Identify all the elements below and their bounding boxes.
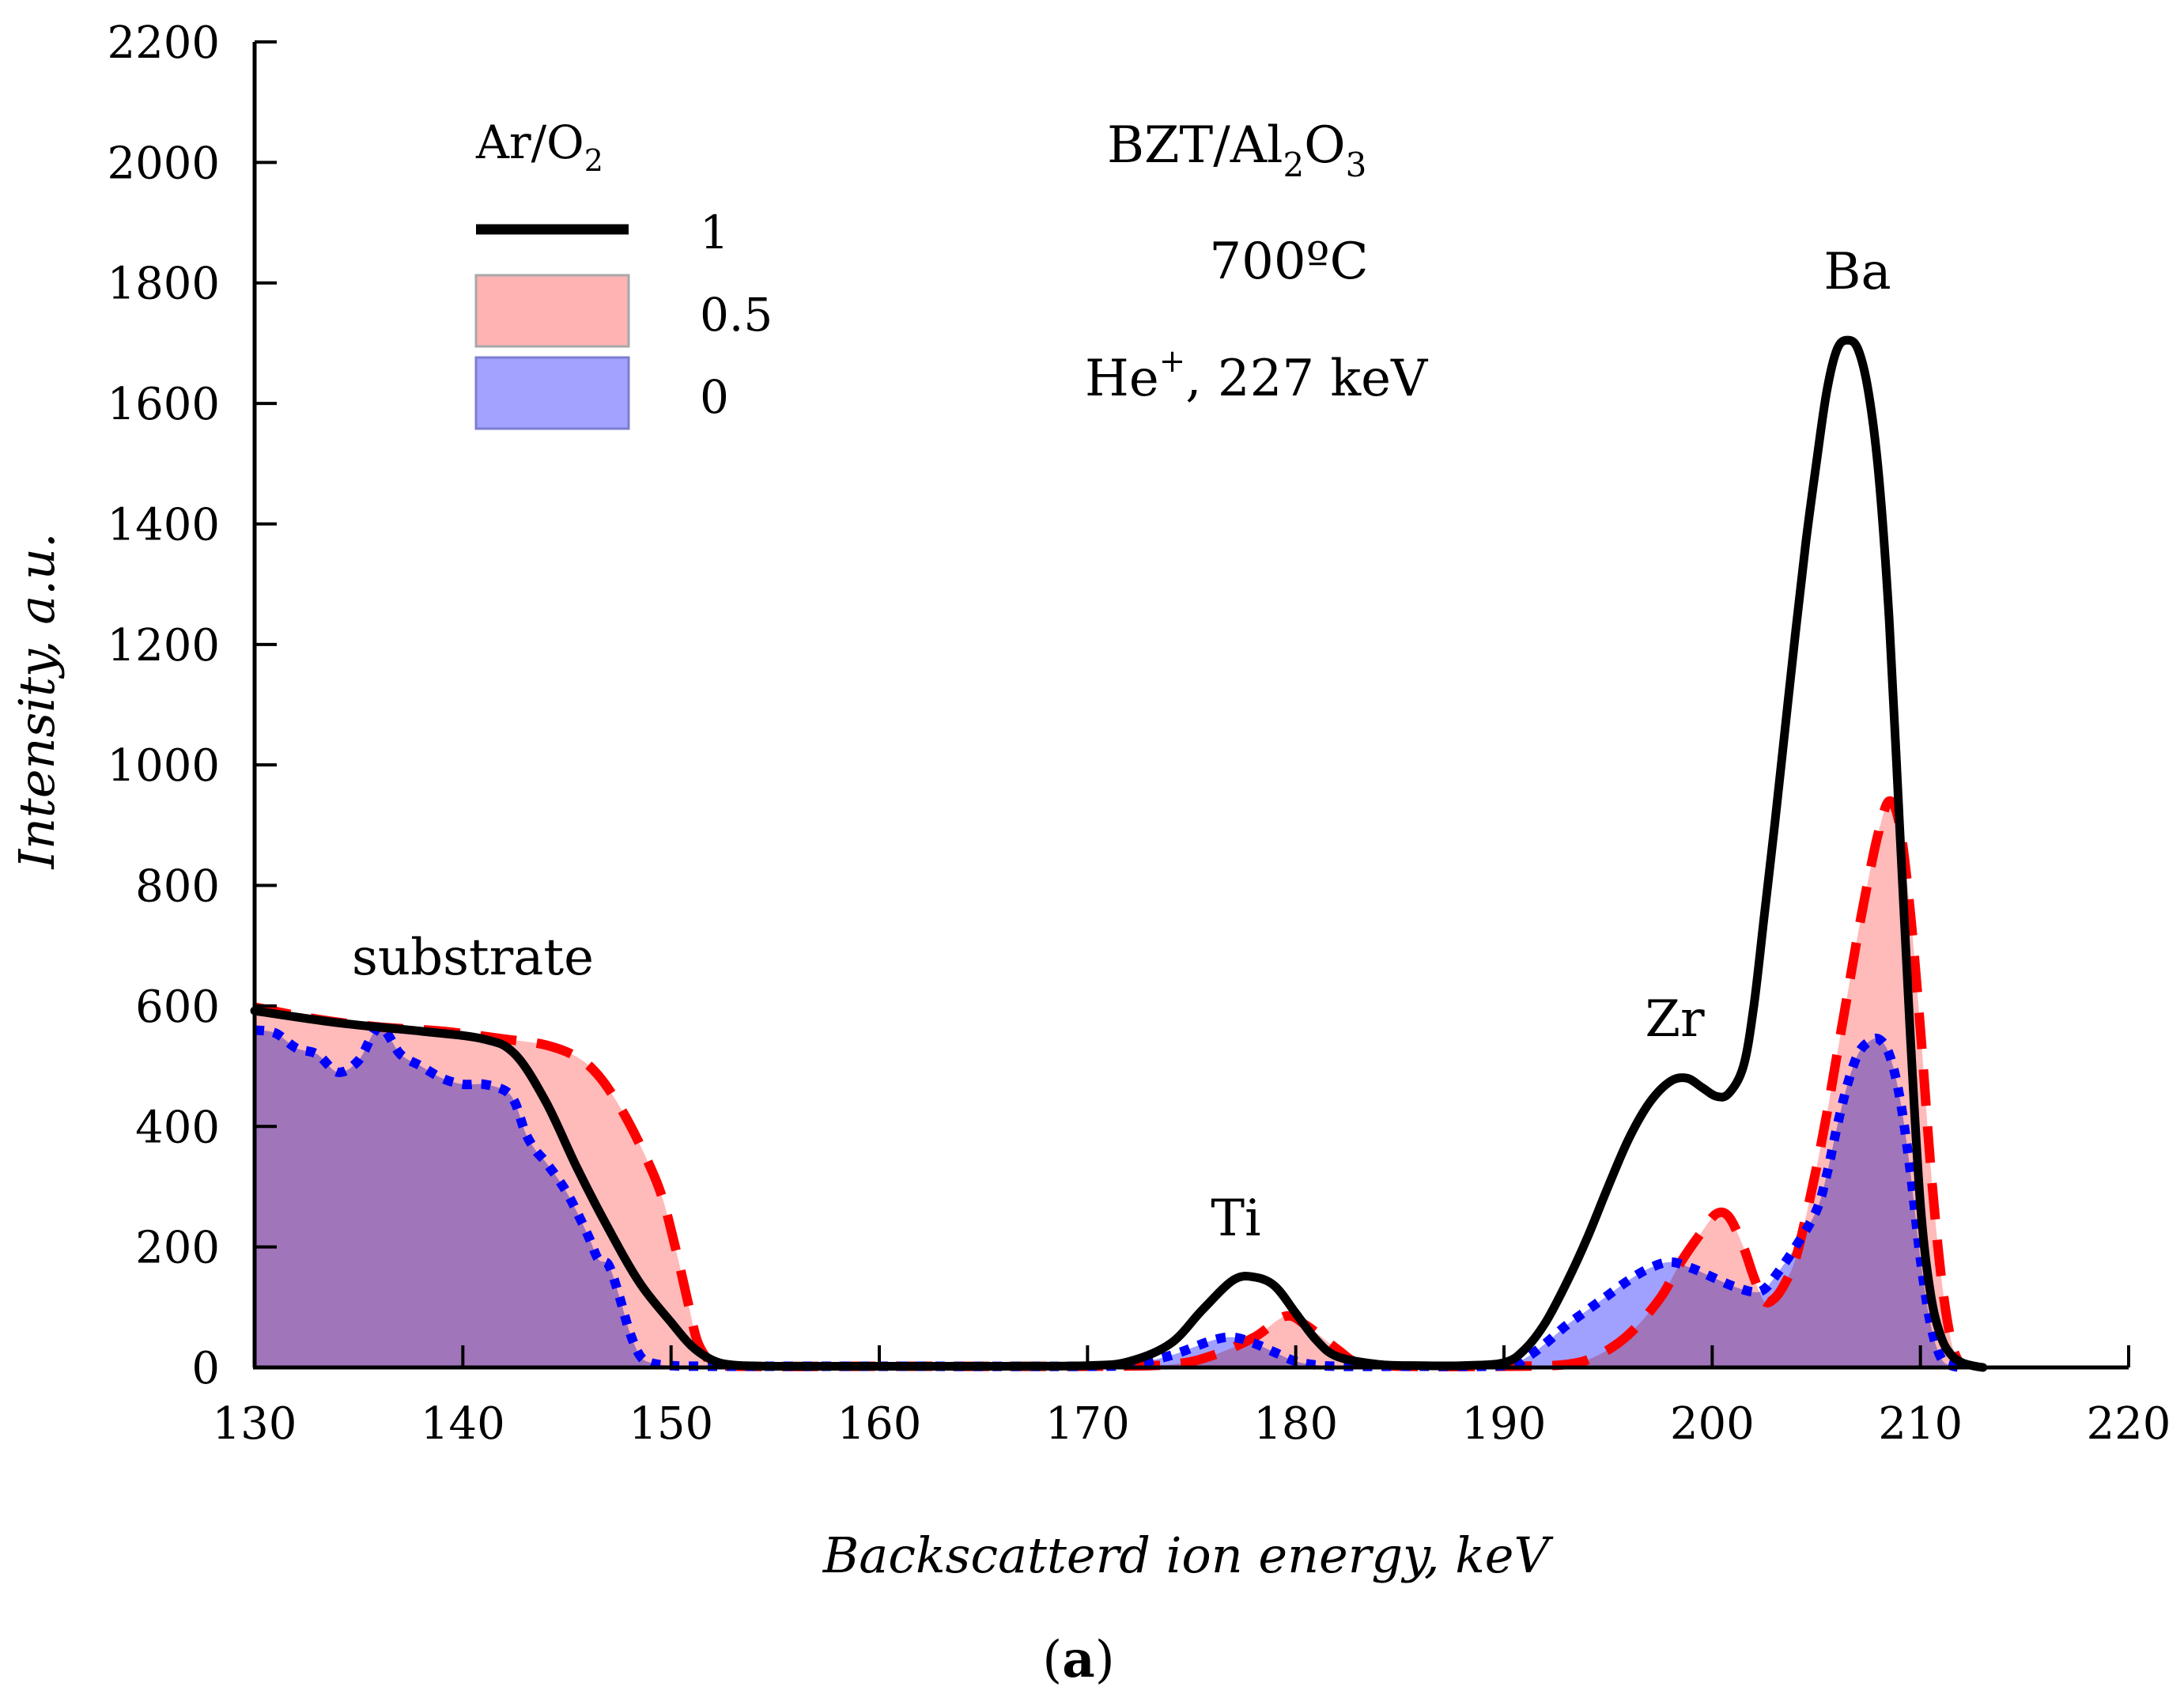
x-tick-label: 140 [421,1398,505,1450]
area-fill-0 [255,1027,1963,1367]
y-tick-label: 1200 [107,620,220,671]
ti-peak-label: Ti [1211,1190,1260,1248]
sample-sub-1: 2 [1283,146,1304,184]
y-tick-label: 1800 [107,259,220,310]
y-tick-label: 1400 [107,499,220,550]
x-tick-label: 210 [1878,1398,1963,1450]
area-fills [255,800,1963,1367]
y-tick-label: 400 [135,1102,220,1153]
series-line-0 [254,1022,1963,1372]
x-tick-label: 160 [837,1398,922,1450]
legend-label-0: 0 [700,370,729,424]
ion-label: He+, 227 keV [1085,343,1429,408]
legend-label-1: 1 [700,206,729,259]
series-line-1 [250,335,1988,1372]
y-tick-label: 2000 [107,138,220,189]
x-tick-label: 130 [213,1398,297,1450]
y-tick-label: 2200 [107,17,220,69]
x-tick-label: 150 [629,1398,713,1450]
axes: 130 140 150 160 170 180 190 200 210 220 020040060… [107,17,2171,1450]
x-tick-label: 170 [1045,1398,1130,1450]
x-ticks: 130 140 150 160 170 180 190 200 210 220 [213,1345,2171,1450]
y-tick-label: 1600 [107,379,220,430]
series-lines [250,335,1988,1372]
sample-sub-2: 3 [1346,146,1367,184]
ba-peak-label: Ba [1823,243,1891,301]
y-ticks: 0 200 400 600 800 1000 1200 1400 1600 1800 2000 220… [107,17,277,1394]
legend-title: Ar/O2 [475,115,603,178]
x-tick-label: 200 [1670,1398,1755,1450]
series-line-05 [253,796,1967,1371]
legend-label-05: 0.5 [700,288,773,342]
y-tick-label: 0 [191,1343,220,1394]
y-tick-label: 200 [135,1223,220,1274]
legend: Ar/O2 1 0.5 0 [474,115,773,430]
substrate-label: substrate [352,929,594,987]
zr-peak-label: Zr [1645,990,1704,1049]
y-axis-title: Intensity, a.u. [8,532,66,869]
sample-label: BZT/Al2O3 [1107,116,1366,184]
y-tick-label: 1000 [107,740,220,792]
panel-label: (a) [1042,1630,1114,1689]
legend-swatch-0 [474,356,630,430]
x-tick-label: 220 [2087,1398,2171,1450]
ion-superscript: + [1159,343,1186,380]
x-axis-title: Backscatterd ion energy, keV [822,1526,1555,1584]
x-tick-label: 180 [1253,1398,1338,1450]
y-tick-label: 800 [135,861,220,913]
temperature-label: 700ºC [1209,233,1368,291]
y-tick-label: 600 [135,981,220,1033]
legend-title-subscript: 2 [584,143,603,178]
legend-swatch-05 [474,274,630,348]
x-tick-label: 190 [1462,1398,1547,1450]
